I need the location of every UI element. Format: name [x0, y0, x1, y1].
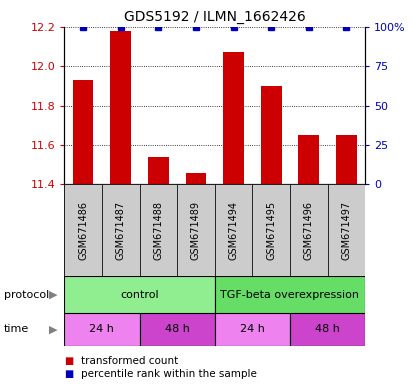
- Bar: [102, 184, 139, 276]
- Text: ▶: ▶: [49, 324, 57, 334]
- Bar: [64, 184, 102, 276]
- Bar: [290, 184, 327, 276]
- Bar: [148, 157, 168, 184]
- Bar: [252, 184, 290, 276]
- Bar: [261, 86, 281, 184]
- Text: GSM671494: GSM671494: [229, 201, 239, 260]
- Bar: [215, 276, 365, 313]
- Text: 24 h: 24 h: [90, 324, 115, 334]
- Bar: [110, 31, 131, 184]
- Text: GSM671487: GSM671487: [116, 201, 126, 260]
- Text: GSM671497: GSM671497: [342, 201, 352, 260]
- Text: 48 h: 48 h: [315, 324, 340, 334]
- Text: protocol: protocol: [4, 290, 49, 300]
- Title: GDS5192 / ILMN_1662426: GDS5192 / ILMN_1662426: [124, 10, 305, 25]
- Bar: [327, 184, 365, 276]
- Bar: [223, 53, 244, 184]
- Text: 48 h: 48 h: [165, 324, 190, 334]
- Text: percentile rank within the sample: percentile rank within the sample: [81, 369, 257, 379]
- Text: ■: ■: [64, 356, 73, 366]
- Text: GSM671486: GSM671486: [78, 201, 88, 260]
- Bar: [139, 184, 177, 276]
- Text: ■: ■: [64, 369, 73, 379]
- Bar: [177, 184, 215, 276]
- Text: transformed count: transformed count: [81, 356, 178, 366]
- Text: time: time: [4, 324, 29, 334]
- Bar: [336, 135, 357, 184]
- Text: ▶: ▶: [49, 290, 57, 300]
- Bar: [290, 313, 365, 346]
- Bar: [215, 184, 252, 276]
- Text: 24 h: 24 h: [240, 324, 265, 334]
- Text: control: control: [120, 290, 159, 300]
- Bar: [298, 135, 319, 184]
- Bar: [64, 276, 215, 313]
- Bar: [64, 313, 139, 346]
- Bar: [139, 313, 215, 346]
- Text: GSM671496: GSM671496: [304, 201, 314, 260]
- Text: GSM671495: GSM671495: [266, 201, 276, 260]
- Text: GSM671488: GSM671488: [154, 201, 164, 260]
- Text: TGF-beta overexpression: TGF-beta overexpression: [220, 290, 359, 300]
- Bar: [186, 172, 206, 184]
- Text: GSM671489: GSM671489: [191, 201, 201, 260]
- Bar: [73, 80, 93, 184]
- Bar: [215, 313, 290, 346]
